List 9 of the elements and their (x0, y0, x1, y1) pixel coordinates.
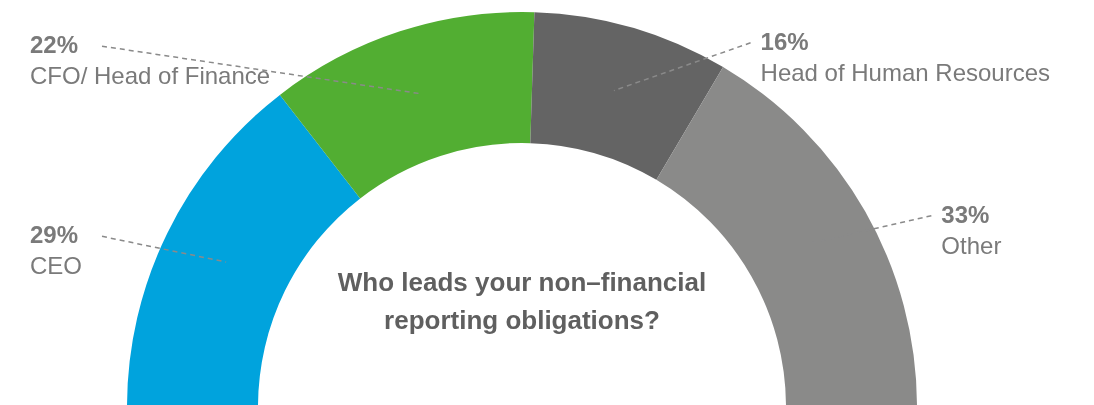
data-label: 16% (760, 27, 809, 55)
slice-label: Other (941, 231, 1002, 259)
slice-label: Head of Human Resources (760, 58, 1051, 86)
text: Who leads your non–financial reporting obligations? (337, 267, 707, 335)
data-label: 29% (30, 221, 79, 249)
data-label: 22% (30, 31, 79, 59)
slice-label: CFO/ Head of Finance (30, 62, 271, 90)
slice-label: CEO (30, 252, 83, 280)
data-label: 33% (941, 200, 990, 228)
